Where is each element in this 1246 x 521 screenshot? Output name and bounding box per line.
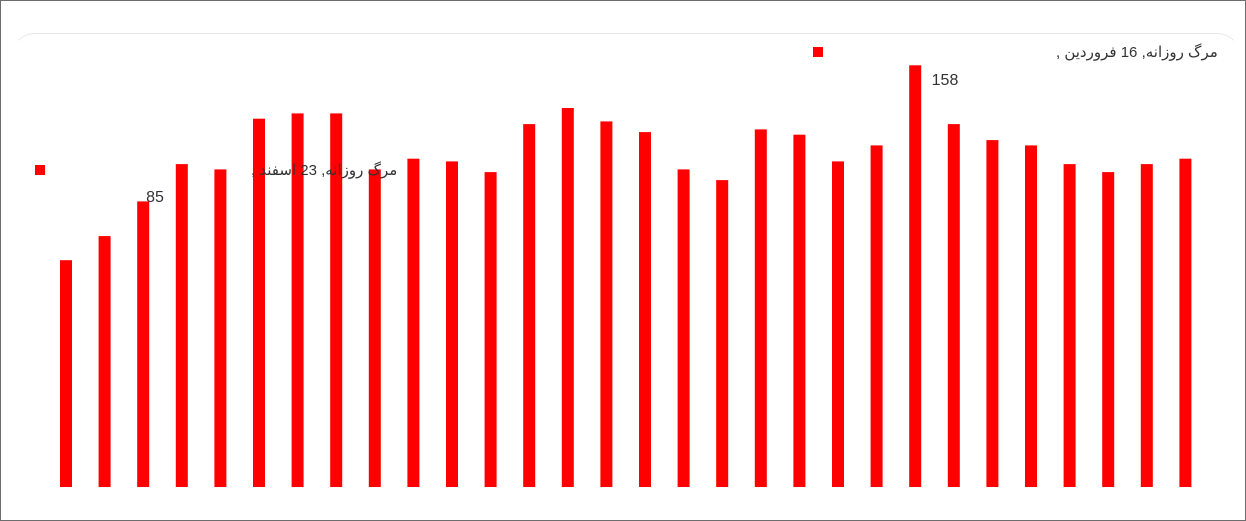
data-label-text: مرگ روزانه, 23 اسفند ,: [251, 161, 397, 179]
legend-marker: [813, 47, 823, 57]
bar-23[interactable]: [947, 124, 960, 487]
bar-9[interactable]: [407, 158, 420, 487]
bar-15[interactable]: [639, 132, 651, 487]
bar-27[interactable]: [1102, 172, 1115, 487]
bar-11[interactable]: [484, 172, 497, 487]
legend-marker: [35, 165, 45, 175]
bar-28[interactable]: [1140, 164, 1153, 487]
data-label-value: 158: [932, 72, 959, 89]
bar-7[interactable]: [330, 113, 343, 488]
bar-29[interactable]: [1179, 158, 1192, 487]
bar-19[interactable]: [793, 134, 806, 487]
data-label-value: 85: [146, 189, 164, 206]
bar-0[interactable]: [60, 260, 72, 487]
bar-16[interactable]: [677, 169, 690, 487]
bar-1[interactable]: [98, 236, 111, 487]
data-labels: مرگ روزانه, 23 اسفند , 85 مرگ روزانه, 16 ف…: [35, 43, 1218, 206]
bar-18[interactable]: [754, 129, 767, 487]
bar-20[interactable]: [832, 161, 844, 487]
bar-series: [60, 65, 1192, 488]
bar-12[interactable]: [523, 124, 536, 487]
bar-21[interactable]: [870, 145, 883, 487]
data-label-text: مرگ روزانه, 16 فروردین ,: [1056, 43, 1218, 61]
bar-8[interactable]: [368, 169, 381, 487]
bar-17[interactable]: [716, 180, 729, 487]
data-label-0: مرگ روزانه, 23 اسفند , 85: [35, 161, 397, 206]
bar-2[interactable]: [137, 201, 150, 487]
chart-card: [11, 33, 1241, 517]
bar-5[interactable]: [253, 118, 265, 487]
bar-13[interactable]: [561, 108, 574, 487]
bar-4[interactable]: [214, 169, 227, 487]
bar-14[interactable]: [600, 121, 613, 488]
bar-26[interactable]: [1063, 164, 1076, 487]
bar-10[interactable]: [446, 161, 458, 487]
bar-24[interactable]: [986, 140, 999, 487]
bar-3[interactable]: [175, 164, 188, 487]
bar-25[interactable]: [1025, 145, 1037, 487]
data-label-22: مرگ روزانه, 16 فروردین , 158: [813, 43, 1218, 89]
bar-22[interactable]: [909, 65, 922, 488]
bar-6[interactable]: [291, 113, 304, 488]
